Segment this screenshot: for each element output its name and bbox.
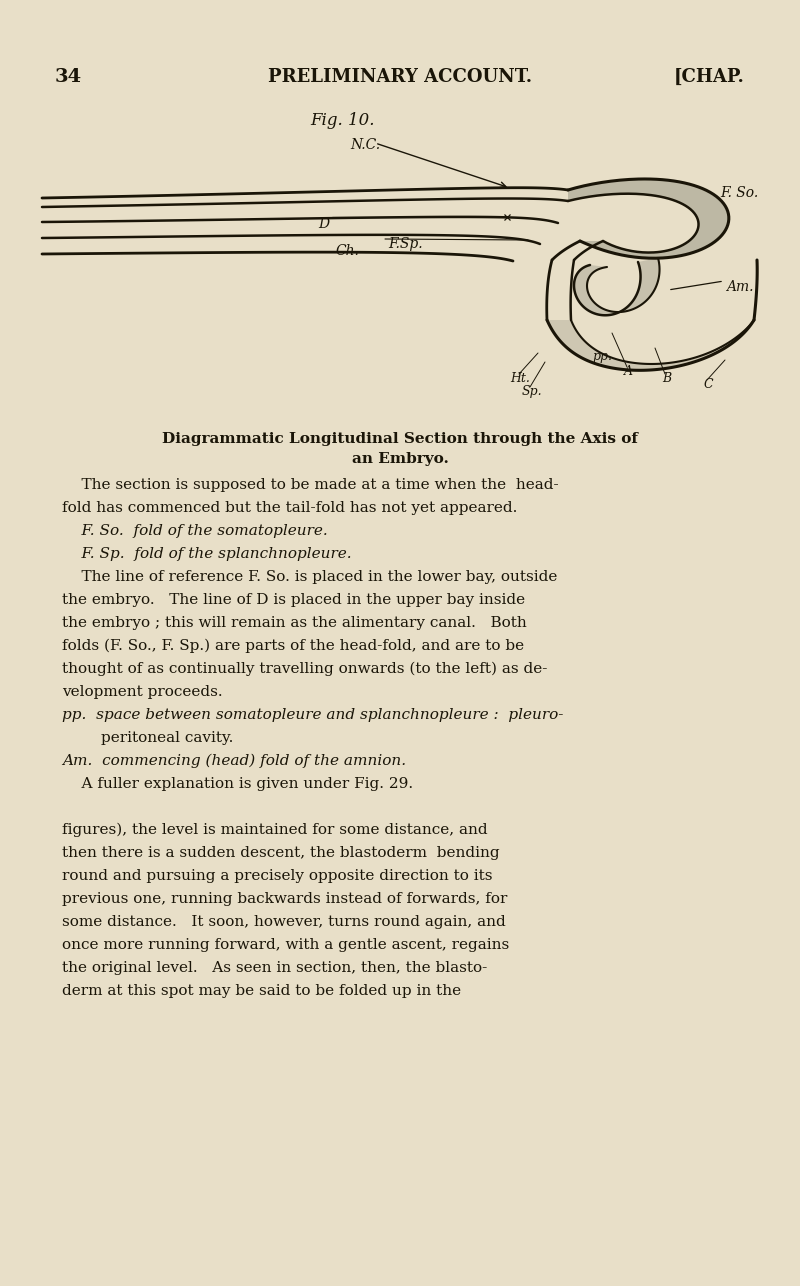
Text: Ch.: Ch. bbox=[335, 244, 359, 258]
Text: Am.  commencing (head) fold of the amnion.: Am. commencing (head) fold of the amnion… bbox=[62, 754, 406, 769]
Text: the original level.   As seen in section, then, the blasto-: the original level. As seen in section, … bbox=[62, 961, 487, 975]
Text: the embryo ; this will remain as the alimentary canal.   Both: the embryo ; this will remain as the ali… bbox=[62, 616, 526, 630]
Text: PRELIMINARY ACCOUNT.: PRELIMINARY ACCOUNT. bbox=[268, 68, 532, 86]
Text: Fig. 10.: Fig. 10. bbox=[310, 112, 374, 129]
Text: Ht.: Ht. bbox=[510, 372, 530, 385]
Text: A: A bbox=[624, 365, 633, 378]
Text: velopment proceeds.: velopment proceeds. bbox=[62, 685, 222, 700]
Polygon shape bbox=[547, 320, 754, 370]
Text: D: D bbox=[318, 217, 329, 231]
Text: an Embryo.: an Embryo. bbox=[351, 451, 449, 466]
Polygon shape bbox=[568, 179, 729, 258]
Text: [CHAP.: [CHAP. bbox=[674, 68, 745, 86]
Text: Am.: Am. bbox=[726, 280, 754, 294]
Text: pp.  space between somatopleure and splanchnopleure :  pleuro-: pp. space between somatopleure and splan… bbox=[62, 709, 563, 721]
Text: C: C bbox=[704, 378, 714, 391]
Text: Sp.: Sp. bbox=[522, 385, 542, 397]
Text: B: B bbox=[662, 372, 671, 385]
Text: then there is a sudden descent, the blastoderm  bending: then there is a sudden descent, the blas… bbox=[62, 846, 500, 860]
Text: F. Sp.  fold of the splanchnopleure.: F. Sp. fold of the splanchnopleure. bbox=[62, 547, 352, 561]
Text: thought of as continually travelling onwards (to the left) as de-: thought of as continually travelling onw… bbox=[62, 662, 547, 676]
Text: F.Sp.: F.Sp. bbox=[388, 237, 422, 251]
Text: round and pursuing a precisely opposite direction to its: round and pursuing a precisely opposite … bbox=[62, 869, 493, 883]
Text: F. So.  fold of the somatopleure.: F. So. fold of the somatopleure. bbox=[62, 523, 328, 538]
Text: folds (F. So., F. Sp.) are parts of the head-fold, and are to be: folds (F. So., F. Sp.) are parts of the … bbox=[62, 639, 524, 653]
Text: Diagrammatic Longitudinal Section through the Axis of: Diagrammatic Longitudinal Section throug… bbox=[162, 432, 638, 446]
Text: The line of reference F. So. is placed in the lower bay, outside: The line of reference F. So. is placed i… bbox=[62, 570, 558, 584]
Text: peritoneal cavity.: peritoneal cavity. bbox=[62, 730, 234, 745]
Text: once more running forward, with a gentle ascent, regains: once more running forward, with a gentle… bbox=[62, 937, 510, 952]
Text: The section is supposed to be made at a time when the  head-: The section is supposed to be made at a … bbox=[62, 478, 558, 493]
Text: derm at this spot may be said to be folded up in the: derm at this spot may be said to be fold… bbox=[62, 984, 461, 998]
Text: previous one, running backwards instead of forwards, for: previous one, running backwards instead … bbox=[62, 892, 507, 907]
Text: F. So.: F. So. bbox=[720, 186, 758, 201]
Polygon shape bbox=[574, 258, 659, 315]
Text: some distance.   It soon, however, turns round again, and: some distance. It soon, however, turns r… bbox=[62, 916, 506, 928]
Text: N.C.: N.C. bbox=[350, 138, 380, 152]
Text: A fuller explanation is given under Fig. 29.: A fuller explanation is given under Fig.… bbox=[62, 777, 413, 791]
Text: fold has commenced but the tail-fold has not yet appeared.: fold has commenced but the tail-fold has… bbox=[62, 502, 518, 514]
Text: the embryo.   The line of D is placed in the upper bay inside: the embryo. The line of D is placed in t… bbox=[62, 593, 525, 607]
Text: pp.: pp. bbox=[592, 350, 612, 363]
Text: 34: 34 bbox=[55, 68, 82, 86]
Text: figures), the level is maintained for some distance, and: figures), the level is maintained for so… bbox=[62, 823, 488, 837]
